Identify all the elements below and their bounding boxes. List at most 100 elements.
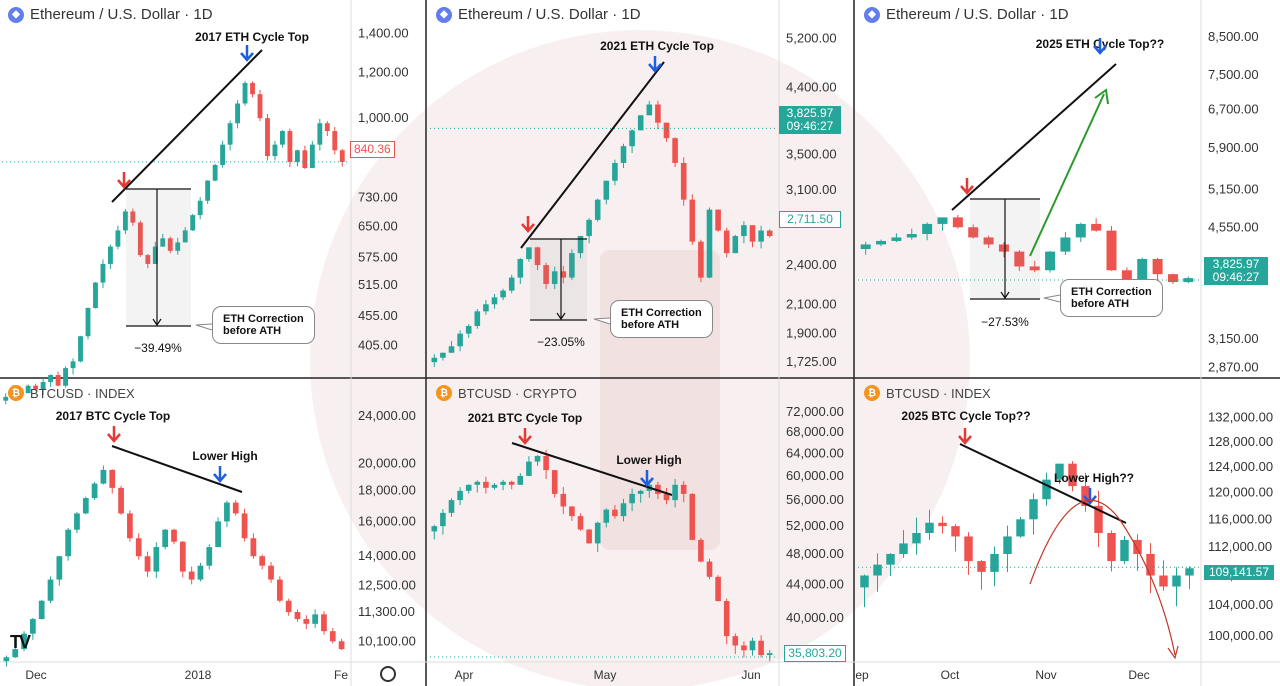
y-tick-label: 2,400.00: [786, 257, 837, 272]
y-tick-label: 5,200.00: [786, 30, 837, 45]
y-tick-label: 104,000.00: [1208, 597, 1273, 612]
candle-body: [145, 255, 151, 264]
candle-body: [74, 513, 80, 530]
candle-body: [242, 83, 248, 104]
candle-body: [268, 565, 274, 580]
y-tick-label: 405.00: [358, 337, 398, 352]
x-tick-label: Oct: [941, 668, 960, 682]
candle-body: [952, 217, 963, 228]
x-tick-label: Nov: [1035, 668, 1056, 682]
candle-body: [491, 484, 498, 488]
settings-icon[interactable]: [380, 666, 396, 682]
candle-body: [560, 493, 567, 507]
candle-body: [698, 539, 704, 562]
candle-body: [500, 290, 506, 298]
tradingview-logo[interactable]: TV: [10, 632, 31, 652]
y-tick-label: 1,000.00: [358, 110, 409, 125]
candle-body: [603, 509, 610, 523]
candle-body: [1137, 258, 1148, 291]
candle-body: [70, 361, 76, 369]
panel-title: BTCUSD · INDEX: [886, 385, 991, 401]
candle-body: [1060, 237, 1071, 252]
y-tick-label: 5,150.00: [1208, 182, 1259, 197]
candle-body: [758, 640, 764, 656]
candle-body: [860, 244, 871, 250]
panel-header-btc2021[interactable]: ₿ BTCUSD · CRYPTO: [436, 385, 577, 401]
candle-body: [135, 538, 142, 557]
y-tick-label: 10,100.00: [358, 633, 416, 648]
lowerhigh-line-btc2017: [111, 445, 243, 493]
candle-body: [312, 614, 318, 624]
panel-title: Ethereum / U.S. Dollar · 1D: [30, 6, 213, 23]
candle-body: [91, 483, 98, 499]
candle-body: [465, 326, 472, 334]
y-tick-label: 24,000.00: [358, 408, 416, 423]
candle-body: [224, 502, 230, 522]
candle-body: [1029, 499, 1038, 520]
y-tick-label: 3,100.00: [786, 182, 837, 197]
candle-body: [294, 150, 300, 162]
candle-body: [629, 130, 635, 147]
y-tick-label: 5,900.00: [1208, 140, 1259, 155]
panel-header-eth2025[interactable]: ◆ Ethereum / U.S. Dollar · 1D: [864, 6, 1069, 23]
candle-body: [715, 576, 721, 602]
bitcoin-icon: ₿: [436, 385, 452, 401]
candle-body: [594, 522, 601, 544]
candle-body: [560, 271, 567, 278]
candle-body: [215, 521, 221, 548]
y-tick-label: 4,550.00: [1208, 219, 1259, 234]
candle-body: [250, 83, 255, 95]
badge-time: 09:46:27: [1212, 270, 1260, 284]
candle-body: [1045, 251, 1056, 271]
y-tick-label: 7,500.00: [1208, 67, 1259, 82]
candle-body: [302, 150, 308, 169]
candle-body: [922, 223, 933, 235]
bitcoin-icon: ₿: [8, 385, 24, 401]
y-tick-label: 12,500.00: [358, 578, 416, 593]
candle-body: [250, 538, 257, 557]
candle-body: [723, 601, 730, 637]
candle-body: [47, 579, 54, 601]
candle-body: [257, 94, 263, 119]
correction-eth2021-arrow: [556, 312, 566, 321]
y-tick-label: 11,300.00: [358, 604, 415, 619]
candle-body: [603, 180, 610, 200]
candle-body: [968, 227, 979, 238]
y-tick-label: 1,900.00: [786, 326, 837, 341]
panel-header-eth2021[interactable]: ◆ Ethereum / U.S. Dollar · 1D: [436, 6, 641, 23]
candle-body: [1016, 519, 1025, 537]
candle-body: [1183, 278, 1194, 283]
panel-header-btc2025[interactable]: ₿ BTCUSD · INDEX: [864, 385, 991, 401]
callout-pointer: [1043, 294, 1061, 303]
candle-body: [329, 631, 336, 642]
candle-body: [612, 162, 618, 181]
candle-body: [197, 565, 204, 580]
top-arrow-btc2025-head: [958, 435, 972, 445]
panel-header-eth2017[interactable]: ◆ Ethereum / U.S. Dollar · 1D: [8, 6, 213, 23]
candle-body: [655, 484, 661, 494]
callout-text: ETH Correction before ATH: [621, 307, 702, 331]
price-badge-eth2021: 3,825.97 09:46:27: [779, 106, 841, 134]
candle-body: [65, 529, 72, 557]
candle-body: [860, 575, 869, 588]
candle-body: [190, 215, 196, 231]
panel-header-btc2017[interactable]: ₿ BTCUSD · INDEX: [8, 385, 135, 401]
panel-title: Ethereum / U.S. Dollar · 1D: [458, 6, 641, 23]
candle-body: [465, 484, 472, 491]
candle-body: [891, 237, 902, 241]
candle-body: [287, 131, 293, 162]
lowerhigh-arrow-btc2025-head: [1083, 495, 1097, 505]
candle-body: [741, 645, 747, 651]
candle-body: [937, 217, 948, 224]
candle-body: [212, 164, 218, 181]
candle-body: [612, 509, 618, 517]
annotation-cycle-top: 2017 BTC Cycle Top: [56, 409, 170, 423]
candle-body: [48, 375, 54, 383]
y-tick-label: 120,000.00: [1208, 485, 1273, 500]
y-tick-label: 4,400.00: [786, 79, 837, 94]
y-tick-label: 1,400.00: [358, 26, 409, 41]
candle-body: [646, 104, 653, 116]
top-arrow-eth2025-head: [1093, 45, 1107, 55]
candle-body: [998, 244, 1009, 252]
trendline-eth2021: [520, 61, 665, 249]
